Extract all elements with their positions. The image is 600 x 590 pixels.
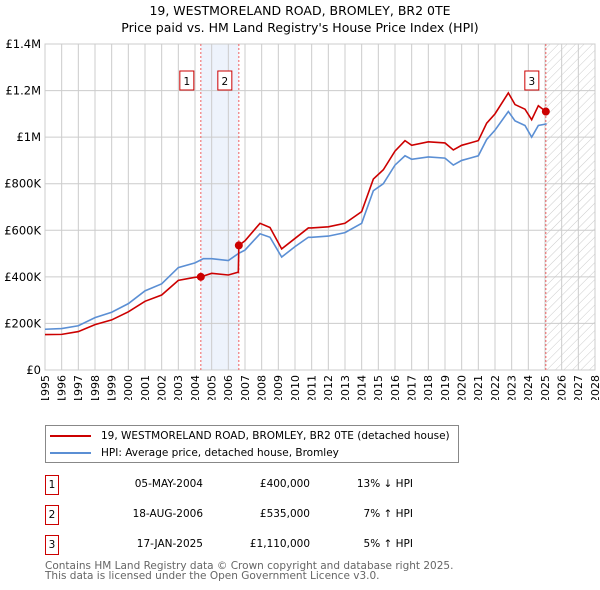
sale-badge: 2 xyxy=(45,505,59,525)
plot-area: 1995 1996 1997 1998 1999 2000 2001 2002 2003 2004… xyxy=(4,37,600,400)
sale-label: 3 xyxy=(528,76,535,88)
footer: Contains HM Land Registry data © Crown c… xyxy=(45,560,454,582)
legend-item-hpi: HPI: Average price, detached house, Brom… xyxy=(50,445,339,461)
hpi-line xyxy=(44,110,547,331)
sale-period-shade xyxy=(200,44,239,370)
y-tick-label: £400K xyxy=(4,270,41,284)
x-tick-label: 2007 xyxy=(239,375,252,400)
y-tick-label: £1.4M xyxy=(5,37,41,51)
property-price-line xyxy=(44,91,547,336)
x-tick-label: 2008 xyxy=(256,375,269,400)
y-tick-label: £1M xyxy=(16,130,41,144)
x-tick-label: 1995 xyxy=(39,375,52,400)
sale-point xyxy=(541,107,550,116)
sale-label: 1 xyxy=(183,76,190,88)
x-tick-label: 2019 xyxy=(439,375,452,400)
sale-row: 3 17-JAN-2025 £1,110,000 5% ↑ HPI xyxy=(45,535,465,555)
x-tick-label: 2005 xyxy=(206,375,219,400)
sale-label: 2 xyxy=(221,76,228,88)
x-tick-label: 2012 xyxy=(322,375,335,400)
x-tick-label: 2017 xyxy=(406,375,419,400)
x-tick-label: 2027 xyxy=(572,375,585,400)
chart-subtitle: Price paid vs. HM Land Registry's House … xyxy=(121,20,479,35)
sale-hpi-diff: 5% ↑ HPI xyxy=(363,538,413,550)
x-tick-label: 2022 xyxy=(489,375,502,400)
x-tick-label: 1998 xyxy=(89,375,102,400)
sale-price: £400,000 xyxy=(259,478,310,490)
x-tick-label: 2018 xyxy=(422,375,435,400)
sale-point xyxy=(234,241,243,250)
x-tick-label: 2014 xyxy=(356,375,369,400)
x-tick-label: 2009 xyxy=(272,375,285,400)
sale-label-box xyxy=(524,70,540,91)
chart-title: 19, WESTMORELAND ROAD, BROMLEY, BR2 0TE xyxy=(149,3,451,18)
x-tick-label: 2002 xyxy=(156,375,169,400)
sale-price: £1,110,000 xyxy=(249,538,310,550)
y-tick-label: £200K xyxy=(4,316,41,330)
x-tick-label: 2023 xyxy=(506,375,519,400)
x-tick-label: 2026 xyxy=(556,375,569,400)
x-tick-label: 1999 xyxy=(106,375,119,400)
forecast-hatch xyxy=(545,44,595,370)
sale-row: 2 18-AUG-2006 £535,000 7% ↑ HPI xyxy=(45,505,465,525)
legend-item-property: 19, WESTMORELAND ROAD, BROMLEY, BR2 0TE … xyxy=(50,428,450,444)
sale-badge: 1 xyxy=(45,475,59,495)
sale-date: 17-JAN-2025 xyxy=(136,538,203,550)
sale-point xyxy=(196,272,205,281)
x-tick-label: 2010 xyxy=(289,375,302,400)
sale-label-box xyxy=(179,70,195,91)
x-tick-label: 2021 xyxy=(472,375,485,400)
x-tick-label: 1997 xyxy=(72,375,85,400)
x-tick-label: 2003 xyxy=(172,375,185,400)
y-tick-label: £1.2M xyxy=(5,84,41,98)
x-tick-label: 2028 xyxy=(589,375,600,400)
y-tick-label: £600K xyxy=(4,223,41,237)
sale-date: 05-MAY-2004 xyxy=(134,478,203,490)
sale-row: 1 05-MAY-2004 £400,000 13% ↓ HPI xyxy=(45,475,465,495)
sale-date: 18-AUG-2006 xyxy=(132,508,203,520)
x-tick-label: 2015 xyxy=(372,375,385,400)
x-tick-label: 2016 xyxy=(389,375,402,400)
footer-line: Contains HM Land Registry data © Crown c… xyxy=(45,560,454,572)
x-tick-label: 1996 xyxy=(56,375,69,400)
plot-border xyxy=(44,43,596,371)
x-tick-label: 2006 xyxy=(222,375,235,400)
sale-badge: 3 xyxy=(45,535,59,555)
x-tick-label: 2011 xyxy=(306,375,319,400)
x-tick-label: 2025 xyxy=(539,375,552,400)
sale-hpi-diff: 13% ↓ HPI xyxy=(356,478,413,490)
footer-line: This data is licensed under the Open Gov… xyxy=(45,570,380,582)
x-tick-label: 2004 xyxy=(189,375,202,400)
x-tick-label: 2001 xyxy=(139,375,152,400)
legend-label: 19, WESTMORELAND ROAD, BROMLEY, BR2 0TE … xyxy=(101,430,450,442)
x-tick-label: 2000 xyxy=(122,375,135,400)
legend-swatch-red xyxy=(50,435,91,437)
legend-label: HPI: Average price, detached house, Brom… xyxy=(101,447,339,459)
x-tick-label: 2013 xyxy=(339,375,352,400)
y-tick-label: £0 xyxy=(26,363,41,377)
x-tick-label: 2024 xyxy=(522,375,535,400)
legend-swatch-blue xyxy=(50,452,91,454)
y-tick-label: £800K xyxy=(4,177,41,191)
x-tick-label: 2020 xyxy=(456,375,469,400)
sale-price: £535,000 xyxy=(259,508,310,520)
sale-label-box xyxy=(217,70,233,91)
legend: 19, WESTMORELAND ROAD, BROMLEY, BR2 0TE … xyxy=(45,425,459,463)
sale-hpi-diff: 7% ↑ HPI xyxy=(363,508,413,520)
